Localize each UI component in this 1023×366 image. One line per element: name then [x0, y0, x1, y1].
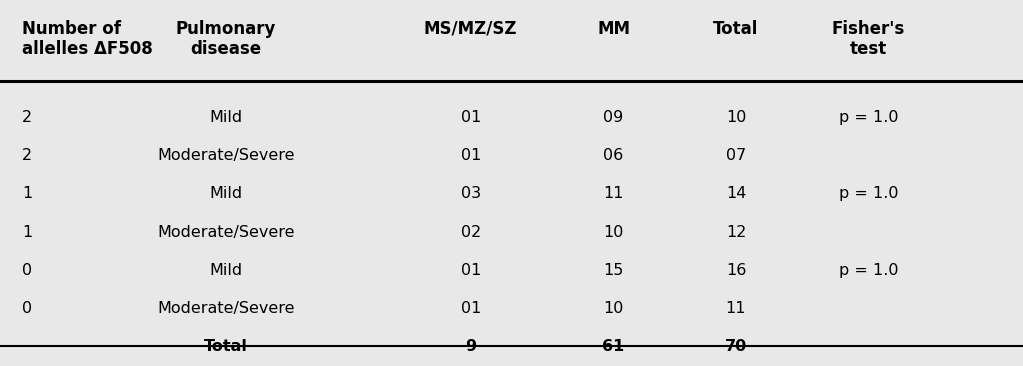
Text: 11: 11	[604, 186, 624, 201]
Text: 10: 10	[604, 224, 624, 239]
Text: 10: 10	[725, 110, 746, 125]
Text: Moderate/Severe: Moderate/Severe	[158, 224, 295, 239]
Text: 07: 07	[726, 148, 746, 163]
Text: Fisher's
test: Fisher's test	[832, 19, 905, 58]
Text: Mild: Mild	[210, 110, 242, 125]
Text: 14: 14	[725, 186, 746, 201]
Text: 2: 2	[21, 148, 32, 163]
Text: 12: 12	[725, 224, 746, 239]
Text: Moderate/Severe: Moderate/Severe	[158, 148, 295, 163]
Text: 01: 01	[460, 301, 481, 316]
Text: MM: MM	[597, 19, 630, 38]
Text: Pulmonary
disease: Pulmonary disease	[176, 19, 276, 58]
Text: 61: 61	[603, 339, 625, 354]
Text: p = 1.0: p = 1.0	[839, 186, 898, 201]
Text: 15: 15	[604, 263, 624, 278]
Text: 11: 11	[725, 301, 746, 316]
Text: p = 1.0: p = 1.0	[839, 263, 898, 278]
Text: Number of
allelles ΔF508: Number of allelles ΔF508	[21, 19, 152, 58]
Text: 16: 16	[725, 263, 746, 278]
Text: 0: 0	[21, 301, 32, 316]
Text: 01: 01	[460, 110, 481, 125]
Text: 03: 03	[460, 186, 481, 201]
Text: Mild: Mild	[210, 186, 242, 201]
Text: 70: 70	[725, 339, 747, 354]
Text: 9: 9	[465, 339, 477, 354]
Text: p = 1.0: p = 1.0	[839, 110, 898, 125]
Text: 0: 0	[21, 263, 32, 278]
Text: 1: 1	[21, 224, 32, 239]
Text: 2: 2	[21, 110, 32, 125]
Text: Total: Total	[204, 339, 248, 354]
Text: 06: 06	[604, 148, 624, 163]
Text: Mild: Mild	[210, 263, 242, 278]
Text: 01: 01	[460, 148, 481, 163]
Text: 10: 10	[604, 301, 624, 316]
Text: 01: 01	[460, 263, 481, 278]
Text: 02: 02	[460, 224, 481, 239]
Text: 09: 09	[604, 110, 624, 125]
Text: Total: Total	[713, 19, 759, 38]
Text: MS/MZ/SZ: MS/MZ/SZ	[424, 19, 518, 38]
Text: 1: 1	[21, 186, 32, 201]
Text: Moderate/Severe: Moderate/Severe	[158, 301, 295, 316]
